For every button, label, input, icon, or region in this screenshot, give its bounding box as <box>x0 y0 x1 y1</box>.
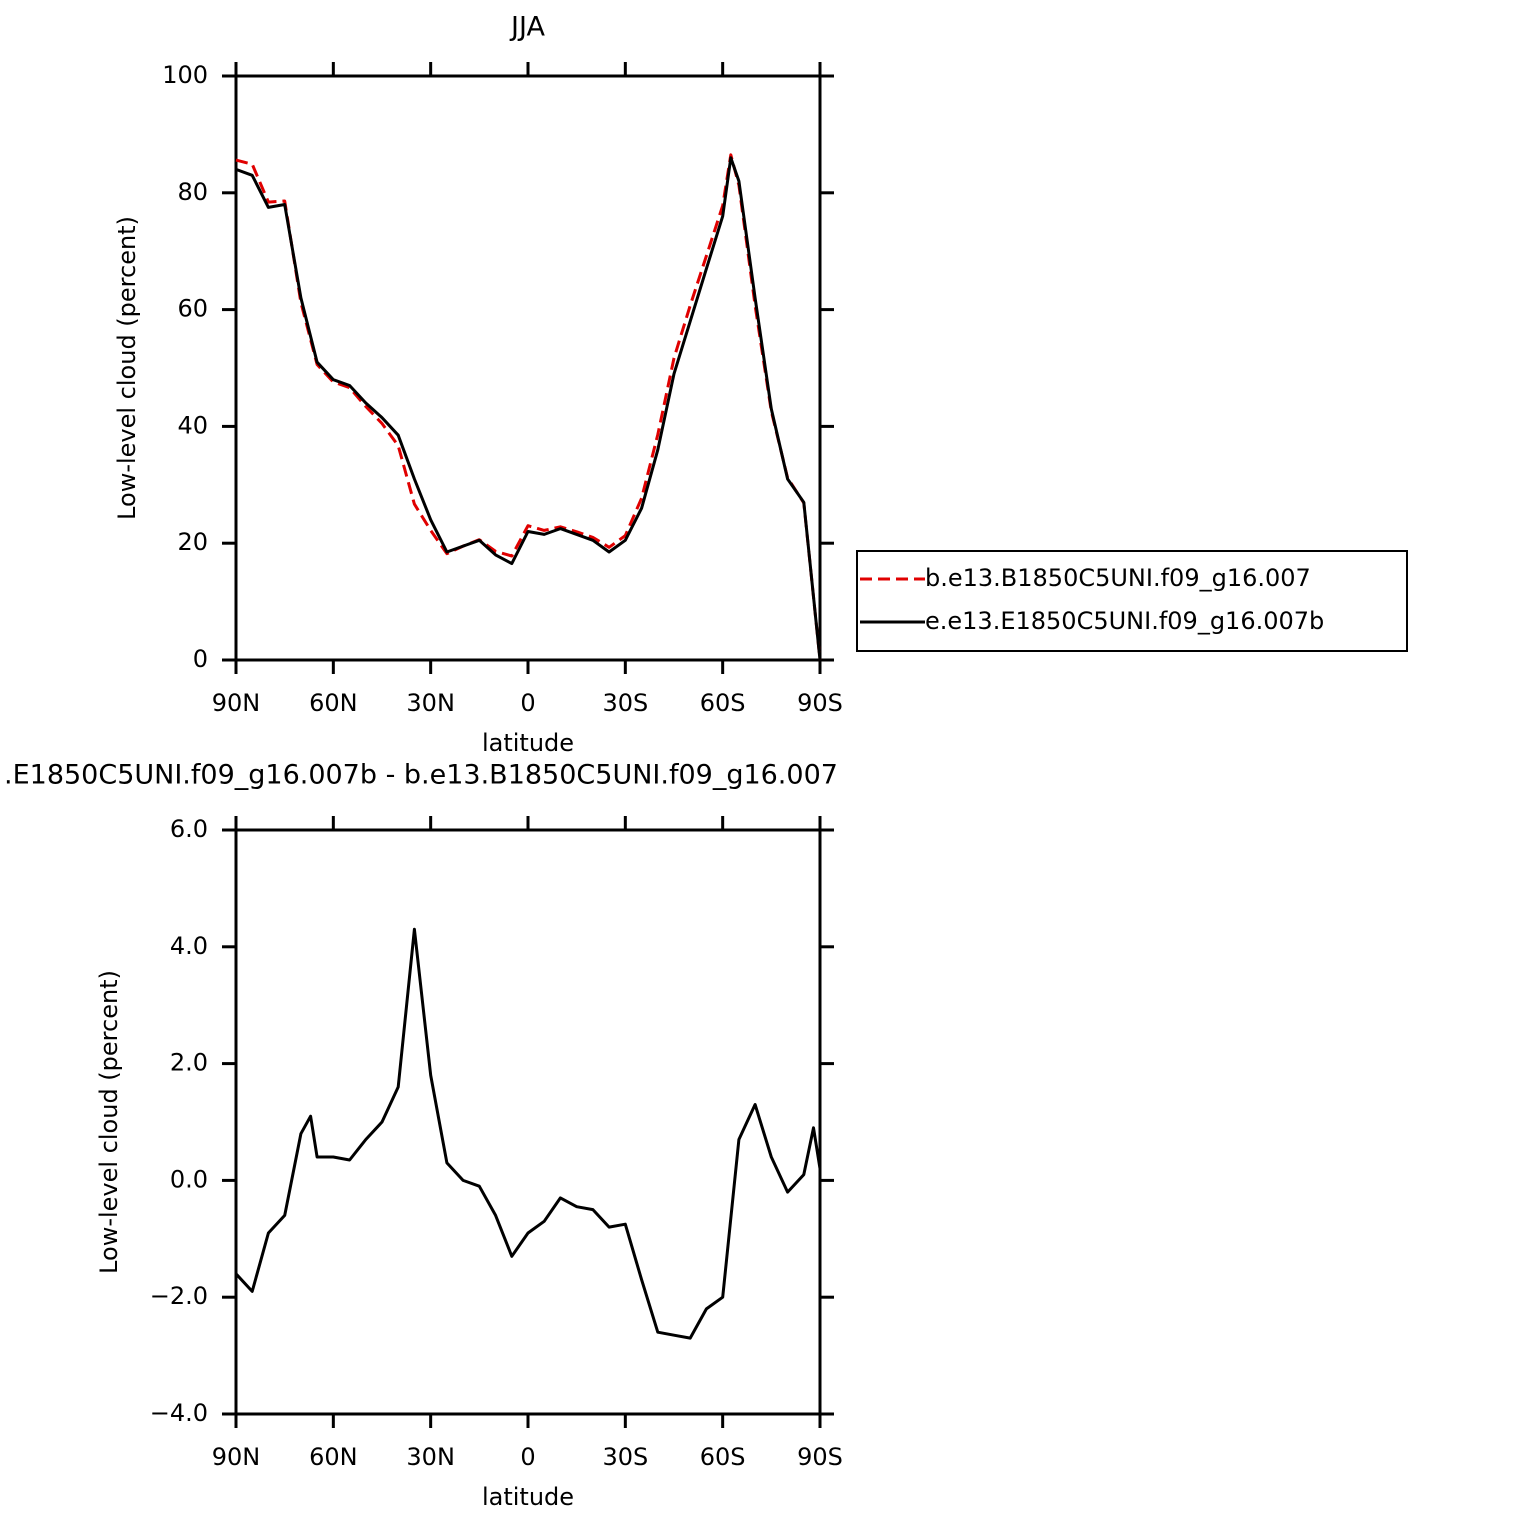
y-tick-label: 0 <box>193 645 208 673</box>
legend-label: e.e13.E1850C5UNI.f09_g16.007b <box>925 607 1324 635</box>
x-axis-label: latitude <box>482 729 574 757</box>
y-tick-label: −2.0 <box>150 1282 208 1310</box>
x-tick-label: 30S <box>602 1443 648 1471</box>
x-tick-label: 30S <box>602 689 648 717</box>
y-tick-label: 6.0 <box>170 815 208 843</box>
chart-title: .E1850C5UNI.f09_g16.007b - b.e13.B1850C5… <box>4 760 838 791</box>
x-tick-label: 60N <box>309 689 358 717</box>
y-tick-label: 2.0 <box>170 1049 208 1077</box>
x-tick-label: 60S <box>700 1443 746 1471</box>
x-tick-label: 90N <box>212 689 261 717</box>
x-tick-label: 60S <box>700 689 746 717</box>
x-tick-label: 0 <box>520 689 535 717</box>
y-tick-label: −4.0 <box>150 1399 208 1427</box>
y-tick-label: 40 <box>177 411 208 439</box>
x-tick-label: 30N <box>406 689 455 717</box>
x-tick-label: 0 <box>520 1443 535 1471</box>
chart-title: JJA <box>509 12 545 43</box>
y-tick-label: 60 <box>177 295 208 323</box>
legend-box <box>856 550 1408 652</box>
x-axis-label: latitude <box>482 1483 574 1511</box>
y-tick-label: 4.0 <box>170 932 208 960</box>
y-axis-label: Low-level cloud (percent) <box>95 970 123 1274</box>
y-axis-label: Low-level cloud (percent) <box>113 216 141 520</box>
y-tick-label: 20 <box>177 528 208 556</box>
x-tick-label: 90S <box>797 1443 843 1471</box>
data-line <box>235 156 822 661</box>
data-line <box>234 927 822 1340</box>
y-tick-label: 100 <box>162 61 208 89</box>
data-line <box>235 153 822 661</box>
x-tick-label: 90N <box>212 1443 261 1471</box>
x-tick-label: 60N <box>309 1443 358 1471</box>
legend-label: b.e13.B1850C5UNI.f09_g16.007 <box>925 564 1311 592</box>
x-tick-label: 30N <box>406 1443 455 1471</box>
y-tick-label: 0.0 <box>170 1165 208 1193</box>
x-tick-label: 90S <box>797 689 843 717</box>
y-tick-label: 80 <box>177 178 208 206</box>
plot-frame <box>234 828 822 1416</box>
